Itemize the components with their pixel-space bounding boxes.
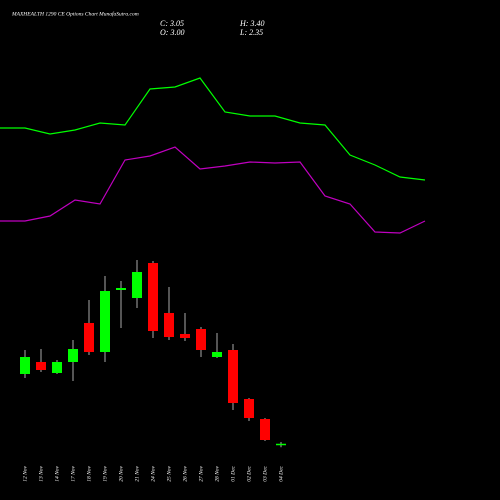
x-tick-label: 21 Nov xyxy=(134,465,140,481)
candle-body xyxy=(180,334,190,338)
x-tick-label: 28 Nov xyxy=(214,465,220,481)
x-tick-label: 19 Nov xyxy=(102,465,108,481)
candle-body xyxy=(276,443,286,446)
overlay-line xyxy=(0,77,426,181)
x-tick-label: 02 Dec xyxy=(246,465,252,481)
x-tick-label: 12 Nov xyxy=(22,465,28,481)
candle-body xyxy=(244,399,254,418)
x-tick-label: 18 Nov xyxy=(86,465,92,481)
x-tick-label: 13 Nov xyxy=(38,465,44,481)
candle-body xyxy=(36,362,46,370)
candle-body xyxy=(148,263,158,331)
x-tick-label: 20 Nov xyxy=(118,465,124,481)
candle-body xyxy=(228,350,238,403)
x-tick-label: 27 Nov xyxy=(198,465,204,481)
x-tick-label: 04 Dec xyxy=(277,465,284,481)
x-tick-label: 17 Nov xyxy=(70,465,76,481)
x-tick-label: 25 Nov xyxy=(166,465,172,481)
x-tick-label: 03 Dec xyxy=(262,465,268,481)
x-tick-label: 26 Nov xyxy=(182,465,188,481)
candle-body xyxy=(116,288,126,290)
candle-body xyxy=(84,323,94,352)
candle-body xyxy=(132,272,142,298)
candle-body xyxy=(212,352,222,357)
x-tick-label: 24 Nov xyxy=(149,465,156,481)
candle-body xyxy=(100,291,110,352)
ohlc-label: L: 2.35 xyxy=(239,28,263,37)
chart-title: MAXHEALTH 1290 CE Options Chart MunafaSu… xyxy=(11,10,139,17)
candle-body xyxy=(20,357,30,374)
x-tick-label: 14 Nov xyxy=(53,465,60,481)
x-tick-label: 01 Dec xyxy=(230,465,236,481)
ohlc-label: O: 3.00 xyxy=(160,28,184,37)
ohlc-label: C: 3.05 xyxy=(160,19,184,28)
candle-body xyxy=(52,362,62,373)
candle-body xyxy=(164,313,174,337)
candle-body xyxy=(196,329,206,350)
candle-body xyxy=(68,349,78,362)
candle-body xyxy=(260,419,270,440)
ohlc-label: H: 3.40 xyxy=(239,19,264,28)
overlay-line xyxy=(0,146,426,234)
